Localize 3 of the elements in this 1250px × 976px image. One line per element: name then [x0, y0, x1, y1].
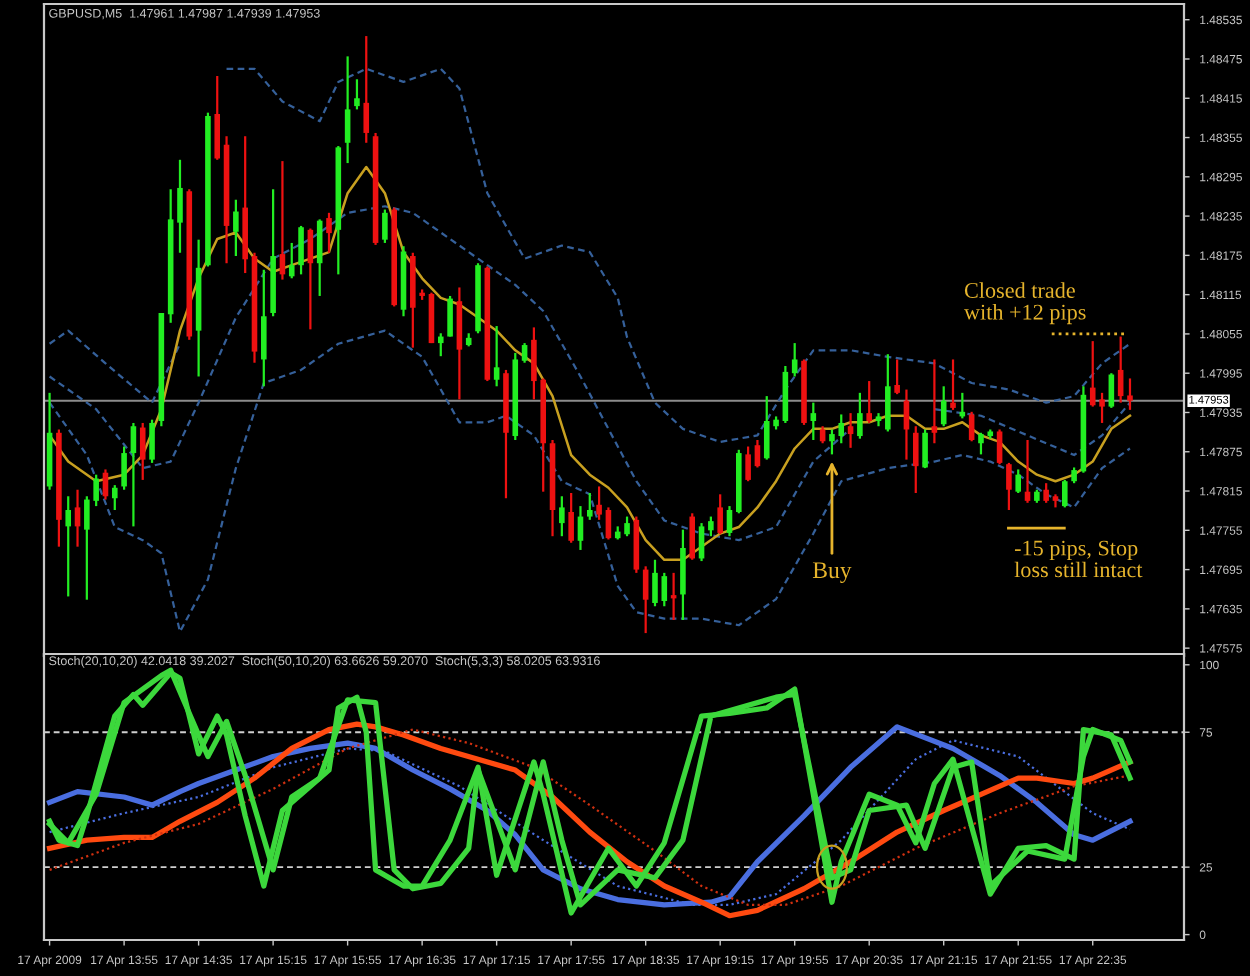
annotation: -15 pips, Stop loss still intact	[1014, 540, 1143, 578]
annotation: Buy	[812, 562, 852, 583]
annotation: Closed trade with +12 pips	[964, 282, 1086, 325]
